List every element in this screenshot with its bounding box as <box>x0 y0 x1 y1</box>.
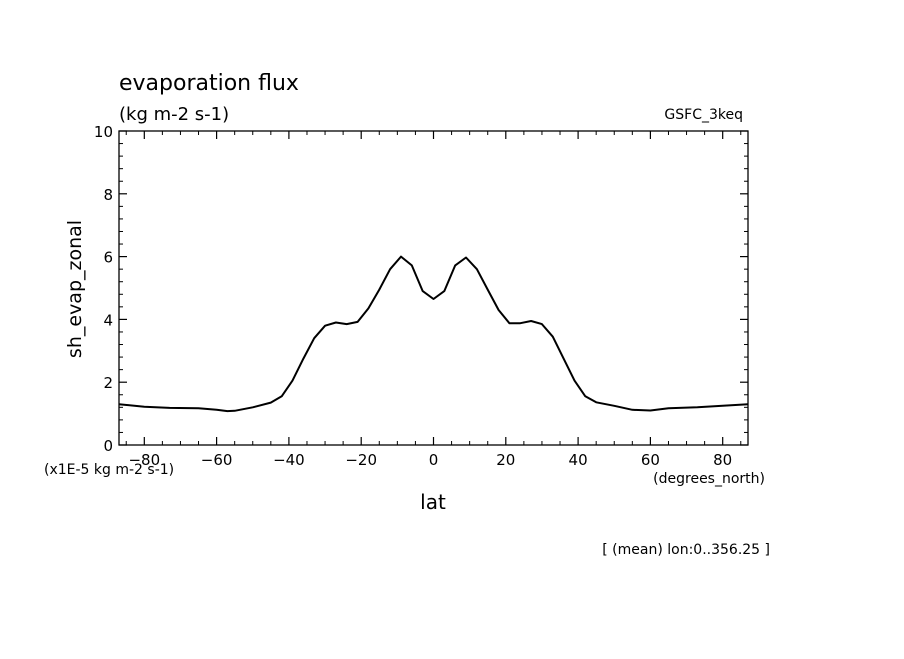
x-tick-label: −40 <box>273 451 305 469</box>
footnote: [ (mean) lon:0..356.25 ] <box>602 542 770 558</box>
y-axis-label: sh_evap_zonal <box>64 220 86 358</box>
y-tick-label: 0 <box>103 437 113 455</box>
plot-area: −80 −60 −40 −20 0 20 40 60 80 0 2 4 6 8 10 <box>94 123 749 469</box>
x-tick-label: −80 <box>128 451 160 469</box>
y-tick-label: 10 <box>94 123 113 141</box>
x-tick-label: 0 <box>429 451 439 469</box>
y-tick-label: 8 <box>103 186 113 204</box>
dataset-label: GSFC_3keq <box>664 107 743 123</box>
y-tick-label: 6 <box>103 249 113 267</box>
chart-units: (kg m-2 s-1) <box>119 104 229 125</box>
x-tick-label: −60 <box>201 451 233 469</box>
x-tick-label: 80 <box>713 451 732 469</box>
x-tick-label: 60 <box>641 451 660 469</box>
x-tick-label: −20 <box>345 451 377 469</box>
y-tick-label: 4 <box>103 311 113 329</box>
y-tick-label: 2 <box>103 374 113 392</box>
y-scale-note: (x1E-5 kg m-2 s-1) <box>44 462 174 478</box>
series-line <box>118 255 749 413</box>
x-tick-label: 40 <box>569 451 588 469</box>
x-units-note: (degrees_north) <box>653 471 765 487</box>
plot-frame <box>118 130 749 446</box>
x-tick-label: 20 <box>496 451 515 469</box>
chart-title: evaporation flux <box>119 71 299 96</box>
x-axis-label: lat <box>420 490 446 514</box>
